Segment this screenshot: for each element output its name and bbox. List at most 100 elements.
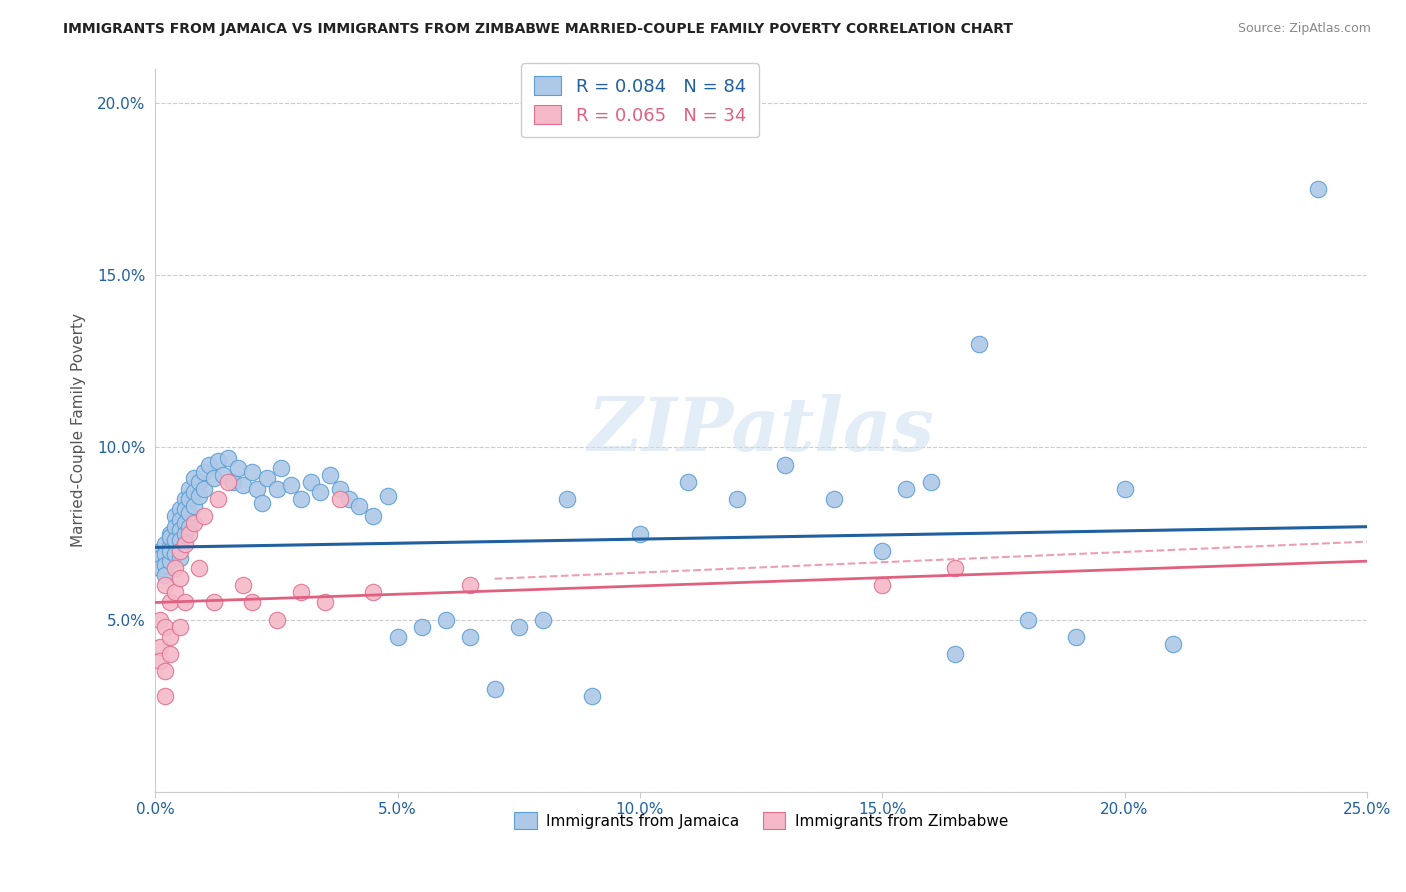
Point bbox=[266, 482, 288, 496]
Point bbox=[217, 475, 239, 489]
Point bbox=[232, 578, 254, 592]
Point bbox=[183, 516, 205, 531]
Point bbox=[531, 613, 554, 627]
Point bbox=[183, 471, 205, 485]
Point bbox=[159, 541, 181, 555]
Point bbox=[280, 478, 302, 492]
Point bbox=[329, 492, 352, 507]
Point bbox=[188, 489, 211, 503]
Point bbox=[872, 578, 894, 592]
Point bbox=[169, 571, 191, 585]
Point bbox=[872, 544, 894, 558]
Point bbox=[337, 492, 360, 507]
Point bbox=[207, 492, 229, 507]
Point bbox=[202, 595, 225, 609]
Point bbox=[290, 585, 312, 599]
Point bbox=[159, 630, 181, 644]
Point bbox=[363, 585, 385, 599]
Point bbox=[920, 475, 942, 489]
Point bbox=[149, 550, 172, 565]
Point bbox=[159, 595, 181, 609]
Point bbox=[896, 482, 918, 496]
Point bbox=[193, 465, 215, 479]
Point bbox=[250, 495, 273, 509]
Point bbox=[484, 681, 506, 696]
Point bbox=[319, 468, 342, 483]
Point bbox=[163, 585, 186, 599]
Point bbox=[153, 665, 176, 679]
Point bbox=[179, 492, 201, 507]
Point bbox=[460, 578, 482, 592]
Point bbox=[173, 526, 195, 541]
Point bbox=[1017, 613, 1039, 627]
Point bbox=[163, 561, 186, 575]
Point bbox=[226, 461, 249, 475]
Text: IMMIGRANTS FROM JAMAICA VS IMMIGRANTS FROM ZIMBABWE MARRIED-COUPLE FAMILY POVERT: IMMIGRANTS FROM JAMAICA VS IMMIGRANTS FR… bbox=[63, 22, 1014, 37]
Point bbox=[256, 471, 278, 485]
Point bbox=[169, 550, 191, 565]
Point bbox=[163, 547, 186, 561]
Point bbox=[555, 492, 578, 507]
Point bbox=[183, 499, 205, 513]
Point bbox=[434, 613, 457, 627]
Point bbox=[212, 468, 235, 483]
Point bbox=[149, 561, 172, 575]
Point bbox=[207, 454, 229, 468]
Point bbox=[387, 630, 409, 644]
Point bbox=[314, 595, 336, 609]
Point bbox=[173, 537, 195, 551]
Point bbox=[159, 554, 181, 568]
Point bbox=[153, 689, 176, 703]
Point bbox=[222, 475, 245, 489]
Point bbox=[202, 471, 225, 485]
Point bbox=[240, 595, 263, 609]
Point bbox=[299, 475, 322, 489]
Point bbox=[173, 595, 195, 609]
Point bbox=[823, 492, 845, 507]
Point bbox=[169, 619, 191, 633]
Point bbox=[153, 547, 176, 561]
Point bbox=[173, 502, 195, 516]
Point bbox=[411, 619, 433, 633]
Point bbox=[270, 461, 292, 475]
Point bbox=[188, 475, 211, 489]
Point bbox=[173, 516, 195, 531]
Point bbox=[153, 568, 176, 582]
Point bbox=[169, 513, 191, 527]
Point bbox=[169, 533, 191, 548]
Point bbox=[173, 492, 195, 507]
Y-axis label: Married-Couple Family Poverty: Married-Couple Family Poverty bbox=[72, 313, 86, 547]
Point bbox=[149, 654, 172, 668]
Point bbox=[197, 458, 219, 472]
Point bbox=[377, 489, 399, 503]
Point bbox=[163, 519, 186, 533]
Point bbox=[169, 523, 191, 537]
Point bbox=[329, 482, 352, 496]
Point bbox=[179, 506, 201, 520]
Point bbox=[1308, 182, 1330, 196]
Text: ZIPatlas: ZIPatlas bbox=[588, 394, 935, 467]
Point bbox=[179, 482, 201, 496]
Point bbox=[188, 561, 211, 575]
Point bbox=[153, 578, 176, 592]
Point bbox=[232, 478, 254, 492]
Point bbox=[628, 526, 651, 541]
Point bbox=[290, 492, 312, 507]
Point bbox=[193, 482, 215, 496]
Point bbox=[725, 492, 748, 507]
Point bbox=[581, 689, 603, 703]
Point bbox=[460, 630, 482, 644]
Point bbox=[159, 526, 181, 541]
Point bbox=[149, 640, 172, 655]
Point bbox=[266, 613, 288, 627]
Point bbox=[169, 544, 191, 558]
Point bbox=[169, 502, 191, 516]
Point bbox=[149, 613, 172, 627]
Point bbox=[1114, 482, 1136, 496]
Point bbox=[1064, 630, 1087, 644]
Point bbox=[159, 544, 181, 558]
Point bbox=[163, 533, 186, 548]
Point bbox=[153, 619, 176, 633]
Point bbox=[363, 509, 385, 524]
Point bbox=[149, 544, 172, 558]
